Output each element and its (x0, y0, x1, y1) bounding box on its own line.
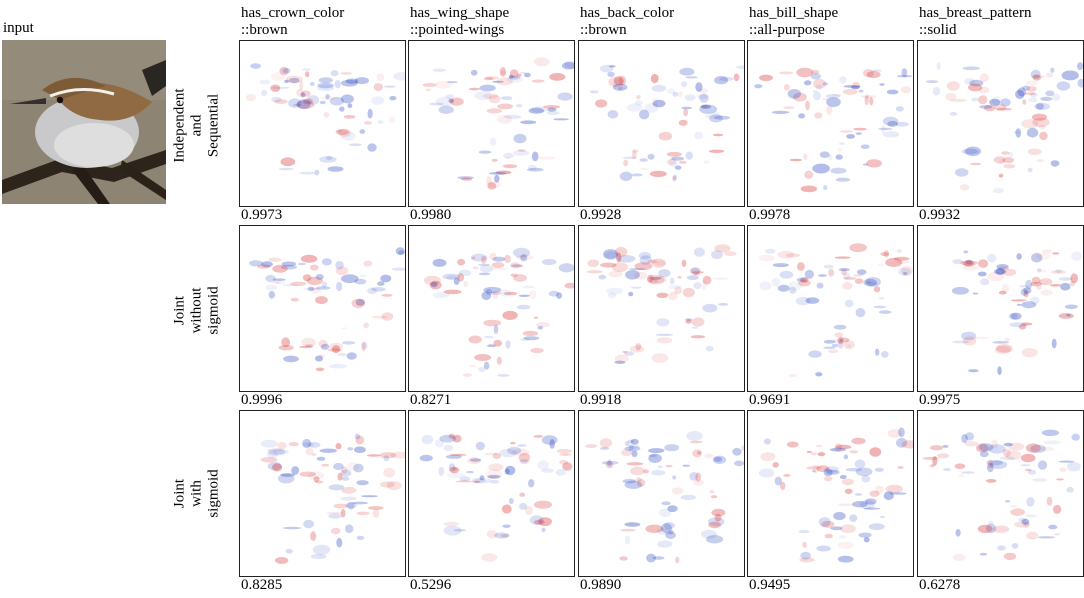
row-label-line: Joint (171, 478, 188, 509)
row-label-line: sigmoid (205, 469, 222, 518)
row-label-line: Joint (171, 295, 188, 326)
row-label-line: without (188, 287, 205, 334)
row-label: Joint without sigmoid (172, 236, 223, 386)
column-title-attribute: has_back_color (580, 5, 675, 21)
score-value: 0.9890 (580, 577, 622, 593)
score-value: 0.6278 (919, 577, 961, 593)
input-label: input (3, 20, 34, 36)
column-title: has_crown_color ::brown (241, 5, 344, 39)
column-title: has_back_color ::brown (580, 5, 674, 39)
saliency-map-tile (408, 410, 575, 577)
column-title-value: ::all-purpose (749, 22, 825, 38)
column-title: has_breast_pattern ::solid (919, 5, 1031, 39)
saliency-map-tile (917, 40, 1084, 207)
score-value: 0.9975 (919, 392, 961, 408)
saliency-map-tile (408, 40, 575, 207)
column-title-attribute: has_crown_color (241, 5, 345, 21)
score-value: 0.9996 (241, 392, 283, 408)
saliency-map-tile (747, 410, 914, 577)
row-label-line: with (188, 480, 205, 507)
column-title-value: ::solid (919, 22, 957, 38)
row-label-line: and (188, 114, 205, 137)
input-bird-image (2, 40, 166, 204)
saliency-map-tile (917, 225, 1084, 392)
column-title: has_wing_shape ::pointed-wings (410, 5, 509, 39)
column-title-attribute: has_breast_pattern (919, 5, 1032, 21)
score-value: 0.9978 (749, 207, 791, 223)
row-label-line: Independent (171, 88, 188, 163)
score-value: 0.9918 (580, 392, 622, 408)
column-title-attribute: has_bill_shape (749, 5, 839, 21)
saliency-map-tile (917, 410, 1084, 577)
row-label-line: sigmoid (205, 286, 222, 335)
score-value: 0.9973 (241, 207, 283, 223)
score-value: 0.9932 (919, 207, 961, 223)
saliency-map-tile (408, 225, 575, 392)
score-value: 0.5296 (410, 577, 452, 593)
row-label: Independent and Sequential (172, 51, 223, 201)
column-title-value: ::brown (580, 22, 627, 38)
saliency-map-tile (747, 40, 914, 207)
column-title-attribute: has_wing_shape (410, 5, 510, 21)
saliency-map-tile (239, 225, 406, 392)
score-value: 0.9980 (410, 207, 452, 223)
row-label-line: Sequential (205, 93, 222, 158)
score-value: 0.8271 (410, 392, 452, 408)
saliency-map-tile (239, 410, 406, 577)
score-value: 0.8285 (241, 577, 283, 593)
column-title-value: ::brown (241, 22, 288, 38)
saliency-map-tile (578, 410, 745, 577)
saliency-map-tile (747, 225, 914, 392)
score-value: 0.9495 (749, 577, 791, 593)
score-value: 0.9691 (749, 392, 791, 408)
column-title: has_bill_shape ::all-purpose (749, 5, 838, 39)
row-label: Joint with sigmoid (172, 419, 223, 569)
score-value: 0.9928 (580, 207, 622, 223)
saliency-map-tile (578, 225, 745, 392)
saliency-map-tile (578, 40, 745, 207)
column-title-value: ::pointed-wings (410, 22, 505, 38)
saliency-map-tile (239, 40, 406, 207)
